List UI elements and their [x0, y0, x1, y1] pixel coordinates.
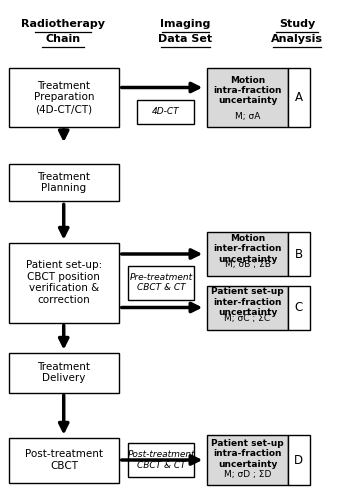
- FancyBboxPatch shape: [207, 68, 288, 127]
- Text: Treatment
Planning: Treatment Planning: [37, 172, 90, 194]
- Text: Radiotherapy: Radiotherapy: [21, 19, 105, 29]
- Text: Post-treatment
CBCT: Post-treatment CBCT: [25, 449, 103, 471]
- Text: D: D: [294, 454, 303, 466]
- Text: A: A: [295, 91, 303, 104]
- FancyBboxPatch shape: [288, 68, 310, 127]
- Text: Study: Study: [279, 19, 315, 29]
- FancyBboxPatch shape: [207, 286, 288, 330]
- Text: Data Set: Data Set: [158, 34, 212, 44]
- Text: Post-treatment
CBCT & CT: Post-treatment CBCT & CT: [127, 450, 195, 469]
- FancyBboxPatch shape: [9, 164, 119, 201]
- Text: B: B: [295, 248, 303, 260]
- FancyBboxPatch shape: [9, 242, 119, 322]
- Text: Motion
intra-fraction
uncertainty: Motion intra-fraction uncertainty: [213, 76, 282, 106]
- Text: Analysis: Analysis: [271, 34, 323, 44]
- Text: M; σC ; ΣC: M; σC ; ΣC: [224, 314, 271, 323]
- Text: Imaging: Imaging: [160, 19, 211, 29]
- FancyBboxPatch shape: [9, 68, 119, 127]
- Text: Radiotherapy: Radiotherapy: [21, 19, 105, 29]
- FancyBboxPatch shape: [128, 266, 194, 300]
- Text: M; σB ; ΣB: M; σB ; ΣB: [225, 260, 270, 270]
- Text: Patient set-up
intra-fraction
uncertainty: Patient set-up intra-fraction uncertaint…: [211, 439, 284, 469]
- FancyBboxPatch shape: [288, 435, 310, 485]
- Text: 4D-CT: 4D-CT: [152, 108, 179, 116]
- FancyBboxPatch shape: [288, 286, 310, 330]
- FancyBboxPatch shape: [128, 443, 194, 477]
- Text: Data Set: Data Set: [158, 34, 212, 44]
- Text: M; σA: M; σA: [235, 112, 260, 120]
- Text: C: C: [295, 301, 303, 314]
- FancyBboxPatch shape: [9, 438, 119, 482]
- Text: Patient set-up:
CBCT position
verification &
correction: Patient set-up: CBCT position verificati…: [26, 260, 102, 305]
- FancyBboxPatch shape: [207, 232, 288, 276]
- Text: Chain: Chain: [45, 34, 81, 44]
- Text: Pre-treatment
CBCT & CT: Pre-treatment CBCT & CT: [130, 273, 193, 292]
- Text: Treatment
Preparation
(4D-CT/CT): Treatment Preparation (4D-CT/CT): [33, 81, 94, 114]
- FancyBboxPatch shape: [207, 435, 288, 485]
- FancyBboxPatch shape: [137, 100, 194, 124]
- Text: Motion
inter-fraction
uncertainty: Motion inter-fraction uncertainty: [213, 234, 282, 264]
- Text: Analysis: Analysis: [271, 34, 323, 44]
- Text: Chain: Chain: [45, 34, 81, 44]
- Text: M; σD ; ΣD: M; σD ; ΣD: [224, 470, 271, 478]
- FancyBboxPatch shape: [9, 352, 119, 393]
- Text: Patient set-up
inter-fraction
uncertainty: Patient set-up inter-fraction uncertaint…: [211, 288, 284, 317]
- Text: Imaging: Imaging: [160, 19, 211, 29]
- Text: Treatment
Delivery: Treatment Delivery: [37, 362, 90, 384]
- FancyBboxPatch shape: [288, 232, 310, 276]
- Text: Study: Study: [279, 19, 315, 29]
